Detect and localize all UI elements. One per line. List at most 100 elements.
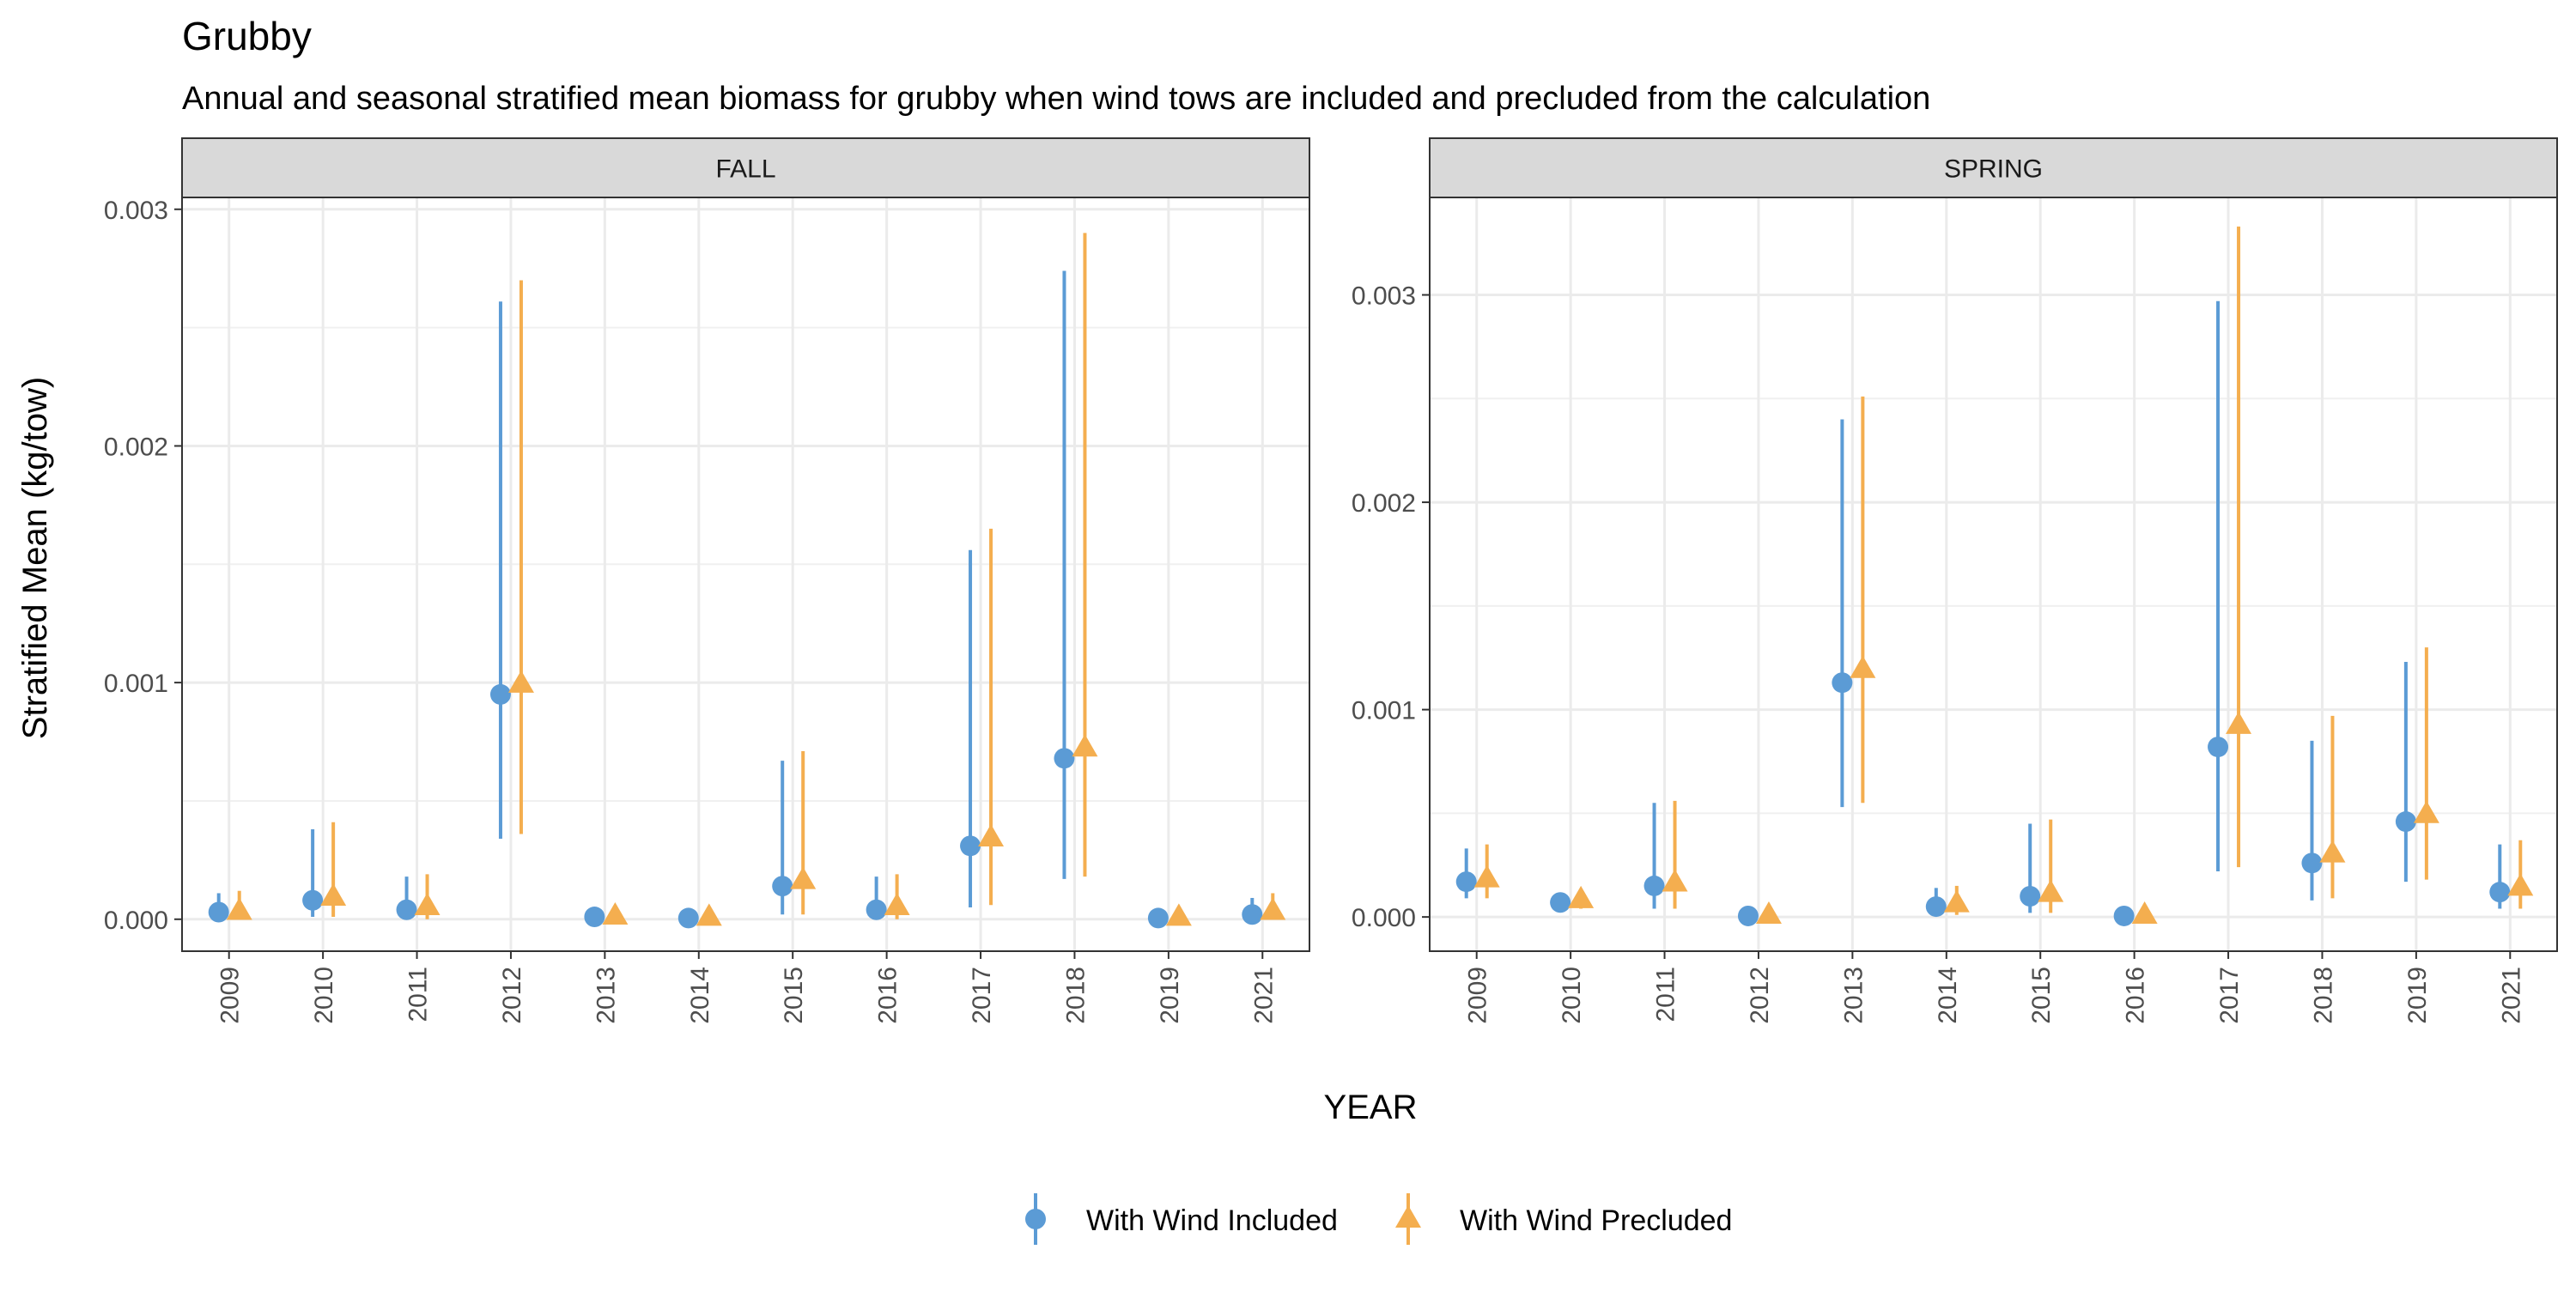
data-point-circle bbox=[1242, 904, 1263, 925]
data-point-triangle bbox=[2131, 901, 2158, 924]
x-tick-label: 2012 bbox=[1746, 967, 1774, 1024]
data-point-triangle bbox=[1755, 901, 1782, 924]
data-point-triangle bbox=[1165, 903, 1192, 926]
x-tick-label: 2009 bbox=[1464, 967, 1492, 1024]
data-point-circle bbox=[2113, 905, 2135, 926]
panel-background bbox=[182, 197, 1309, 951]
data-point-triangle bbox=[978, 824, 1005, 847]
data-point-circle bbox=[584, 907, 605, 928]
y-tick-label: 0.003 bbox=[104, 197, 168, 225]
x-tick-label: 2017 bbox=[968, 967, 996, 1024]
x-tick-label: 2011 bbox=[1652, 967, 1680, 1022]
facet-strip bbox=[1429, 137, 2558, 198]
x-tick-label: 2012 bbox=[498, 967, 526, 1024]
data-point-triangle bbox=[1568, 885, 1595, 908]
data-point-circle bbox=[2020, 885, 2041, 907]
series-wind-precluded bbox=[226, 233, 1286, 926]
panel-background bbox=[1430, 197, 2557, 951]
data-point-circle bbox=[1832, 672, 1853, 694]
legend: With Wind Included With Wind Precluded bbox=[1025, 1193, 1732, 1245]
data-point-circle bbox=[2301, 852, 2323, 874]
x-tick-label: 2011 bbox=[404, 967, 433, 1022]
x-tick-label: 2014 bbox=[686, 967, 714, 1024]
y-tick-label: 0.002 bbox=[1352, 489, 1416, 518]
facet-strip bbox=[181, 137, 1310, 198]
x-tick-label: 2018 bbox=[2309, 967, 2337, 1024]
data-point-triangle bbox=[507, 670, 534, 693]
x-tick-label: 2010 bbox=[310, 967, 338, 1024]
chart-subtitle: Annual and seasonal stratified mean biom… bbox=[182, 81, 1930, 117]
y-axis-label: Stratified Mean (kg/tow) bbox=[16, 377, 54, 739]
panel-fall: FALL 0.000 0.001 0.002 0.003 2009 2010 2011 2012… bbox=[104, 137, 1310, 1024]
y-tick-label: 0.002 bbox=[104, 433, 168, 461]
data-point-circle bbox=[1147, 907, 1169, 929]
data-point-circle bbox=[396, 899, 417, 920]
data-point-circle bbox=[1925, 896, 1947, 918]
data-point-triangle bbox=[2038, 879, 2064, 902]
x-tick-label: 2009 bbox=[216, 967, 245, 1024]
x-tick-label: 2021 bbox=[2497, 967, 2525, 1024]
series-wind-precluded bbox=[1473, 226, 2534, 924]
panel-spring: SPRING 0.000 0.001 0.002 0.003 2009 2010 2011 20… bbox=[1352, 137, 2558, 1024]
data-point-circle bbox=[208, 901, 229, 923]
series-wind-included bbox=[1455, 300, 2511, 926]
data-point-triangle bbox=[320, 883, 347, 906]
x-tick-label: 2014 bbox=[1934, 967, 1962, 1024]
x-tick-label: 2013 bbox=[1839, 967, 1868, 1024]
data-point-triangle bbox=[884, 893, 910, 916]
x-tick-label: 2016 bbox=[2122, 967, 2150, 1024]
data-point-circle bbox=[489, 683, 511, 705]
x-tick-label: 2016 bbox=[874, 967, 902, 1024]
legend-precluded-label: With Wind Precluded bbox=[1460, 1204, 1732, 1237]
data-point-triangle bbox=[1943, 889, 1970, 913]
x-tick-label: 2015 bbox=[2027, 967, 2056, 1024]
data-point-triangle bbox=[2226, 711, 2252, 734]
x-tick-label: 2021 bbox=[1249, 967, 1278, 1024]
x-tick-label: 2019 bbox=[2403, 967, 2432, 1024]
x-tick-label: 2019 bbox=[1156, 967, 1184, 1024]
data-point-circle bbox=[1643, 875, 1665, 896]
legend-precluded-marker bbox=[1395, 1205, 1421, 1228]
legend-included-label: With Wind Included bbox=[1086, 1204, 1338, 1237]
y-tick-label: 0.000 bbox=[104, 907, 168, 935]
data-point-triangle bbox=[602, 902, 629, 925]
data-point-triangle bbox=[226, 897, 252, 920]
x-axis-label: YEAR bbox=[1324, 1089, 1418, 1126]
data-point-circle bbox=[1550, 892, 1571, 913]
y-tick-label: 0.001 bbox=[104, 670, 168, 698]
data-point-triangle bbox=[414, 893, 440, 916]
panel-border bbox=[1429, 197, 2558, 952]
y-tick-label: 0.003 bbox=[1352, 282, 1416, 311]
data-point-triangle bbox=[790, 866, 817, 889]
data-point-triangle bbox=[1473, 864, 1500, 888]
data-point-circle bbox=[772, 876, 793, 897]
series-wind-included bbox=[208, 270, 1263, 929]
x-tick-label: 2010 bbox=[1558, 967, 1586, 1024]
data-point-triangle bbox=[1072, 734, 1098, 757]
legend-included-marker bbox=[1025, 1209, 1046, 1229]
x-tick-label: 2018 bbox=[1061, 967, 1090, 1024]
panel-border bbox=[181, 197, 1310, 952]
data-point-circle bbox=[1737, 905, 1759, 926]
chart-title: Grubby bbox=[182, 14, 312, 58]
data-point-triangle bbox=[1260, 897, 1286, 920]
data-point-triangle bbox=[1662, 869, 1688, 892]
data-point-circle bbox=[2395, 811, 2416, 833]
data-point-triangle bbox=[2507, 873, 2534, 896]
data-point-circle bbox=[866, 899, 887, 920]
data-point-circle bbox=[1054, 748, 1075, 769]
data-point-circle bbox=[1455, 871, 1477, 893]
data-point-circle bbox=[960, 835, 981, 857]
data-point-circle bbox=[2208, 737, 2229, 758]
data-point-triangle bbox=[696, 903, 722, 926]
y-tick-label: 0.000 bbox=[1352, 904, 1416, 932]
y-tick-label: 0.001 bbox=[1352, 697, 1416, 725]
panels-layer: FALL 0.000 0.001 0.002 0.003 2009 2010 2011 2012… bbox=[104, 137, 2558, 1024]
facet-strip-label: SPRING bbox=[1944, 155, 2043, 184]
facet-strip-label: FALL bbox=[715, 155, 775, 184]
data-point-triangle bbox=[2413, 800, 2439, 823]
x-tick-label: 2017 bbox=[2215, 967, 2244, 1024]
data-point-triangle bbox=[2319, 840, 2346, 863]
